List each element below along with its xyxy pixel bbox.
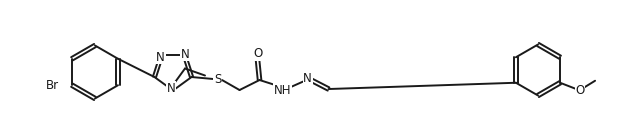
Text: Br: Br xyxy=(46,79,59,92)
Text: N: N xyxy=(303,72,312,85)
Text: N: N xyxy=(167,82,175,95)
Text: NH: NH xyxy=(274,84,291,96)
Text: O: O xyxy=(575,84,585,97)
Text: N: N xyxy=(156,51,165,64)
Text: O: O xyxy=(253,47,262,60)
Text: N: N xyxy=(181,48,190,61)
Text: S: S xyxy=(214,73,221,86)
